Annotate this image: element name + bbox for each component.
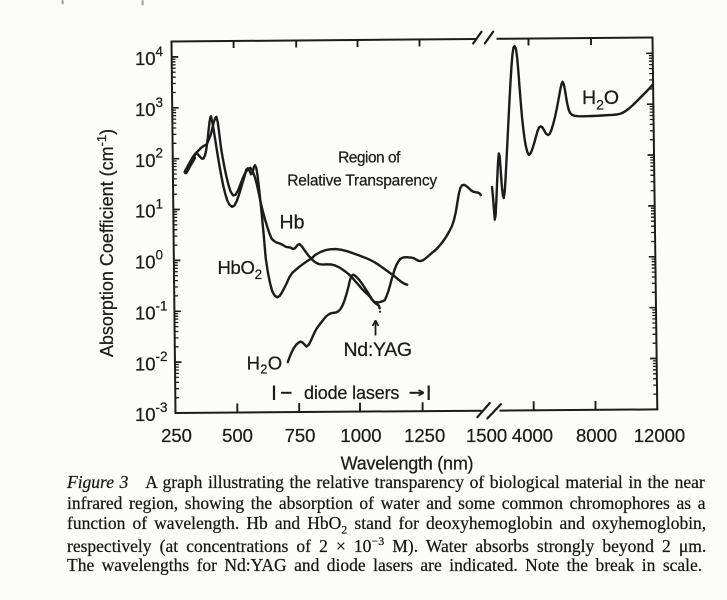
svg-text:10: 10 [135, 201, 156, 222]
svg-text:0: 0 [156, 248, 164, 263]
svg-text:250: 250 [161, 425, 192, 446]
svg-text:10: 10 [135, 48, 156, 69]
svg-text:-2: -2 [156, 349, 168, 364]
svg-text:2: 2 [156, 146, 164, 161]
svg-text:-3: -3 [156, 400, 168, 415]
svg-text:Wavelength (nm): Wavelength (nm) [341, 453, 474, 473]
svg-text:diode lasers: diode lasers [304, 383, 399, 403]
svg-text:Region of: Region of [338, 149, 401, 166]
svg-text:1000: 1000 [340, 425, 381, 446]
svg-text:3: 3 [156, 95, 164, 110]
svg-text:10: 10 [135, 404, 156, 425]
svg-text:1500: 1500 [466, 425, 507, 446]
svg-text:750: 750 [285, 425, 316, 446]
svg-text:500: 500 [222, 425, 253, 446]
svg-text:12000: 12000 [634, 425, 685, 446]
svg-text:-1: -1 [156, 298, 168, 313]
svg-text:10: 10 [135, 99, 156, 120]
svg-text:1250: 1250 [404, 425, 445, 446]
svg-text:10: 10 [135, 303, 156, 324]
svg-text:10: 10 [135, 252, 156, 273]
svg-text:1: 1 [156, 197, 164, 212]
svg-text:Absorption Coefficient (cm-1): Absorption Coefficient (cm-1) [94, 129, 117, 357]
svg-text:8000: 8000 [576, 425, 617, 446]
svg-text:Nd:YAG: Nd:YAG [344, 339, 412, 361]
svg-text:10: 10 [135, 150, 156, 171]
svg-text:4000: 4000 [512, 425, 553, 446]
svg-text:Relative Transparency: Relative Transparency [287, 172, 437, 189]
svg-text:Hb: Hb [280, 211, 305, 233]
svg-text:4: 4 [156, 44, 164, 59]
svg-text:H2O: H2O [582, 87, 619, 113]
svg-text:10: 10 [135, 353, 156, 374]
